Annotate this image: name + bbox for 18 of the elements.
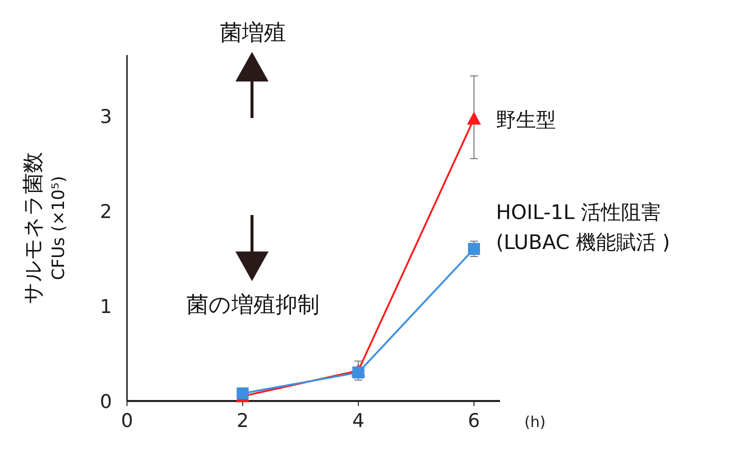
y-axis-title: サルモネラ菌数 CFUs (×10⁵) xyxy=(21,152,69,304)
y-tick-label: 1 xyxy=(100,296,112,318)
point xyxy=(236,387,249,400)
point xyxy=(466,112,481,125)
annotation: 菌の増殖抑制 xyxy=(186,293,320,318)
x-tick-label: 6 xyxy=(468,410,480,432)
y-tick-label: 2 xyxy=(100,200,112,223)
point xyxy=(468,242,480,255)
x-tick-label: 2 xyxy=(236,410,249,432)
series-label: 野生型 xyxy=(496,108,556,132)
point xyxy=(352,366,364,378)
x-tick-label: 4 xyxy=(352,410,364,432)
x-tick-label: 0 xyxy=(120,410,134,432)
x-axis-title: (h) xyxy=(524,413,546,431)
series-label: HOIL-1L 活性阻害 (LUBAC 機能賦活 ) xyxy=(496,200,670,254)
y-tick-label: 0 xyxy=(100,391,112,413)
y-tick-label: 3 xyxy=(100,106,112,128)
text: 菌増殖 xyxy=(220,21,286,46)
